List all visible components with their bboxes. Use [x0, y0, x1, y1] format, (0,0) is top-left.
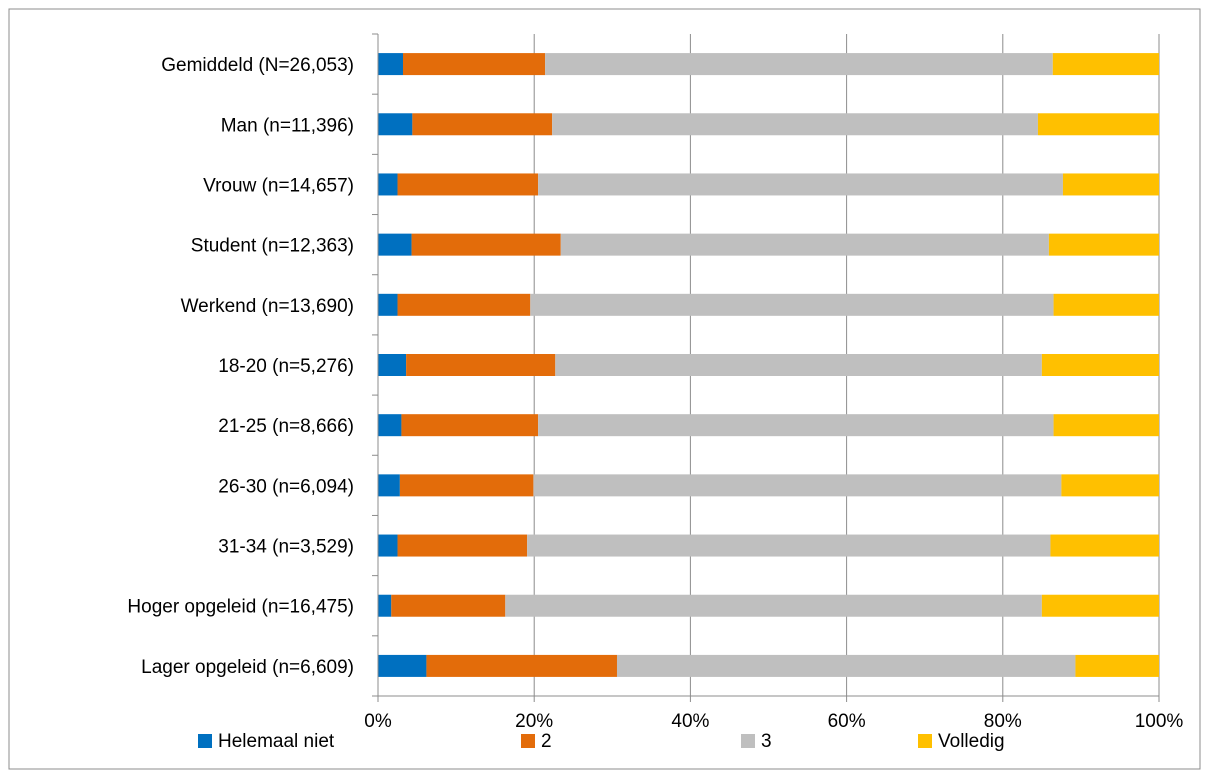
bar-segment — [378, 534, 398, 557]
category-label: Lager opgeleid (n=6,609) — [141, 657, 354, 678]
category-label: Werkend (n=13,690) — [181, 296, 354, 317]
bar-segment — [1052, 53, 1159, 76]
legend-label: Volledig — [938, 731, 1005, 752]
bar-segment — [412, 113, 553, 136]
category-label: 31-34 (n=3,529) — [218, 537, 354, 558]
bar-segment — [545, 53, 1053, 76]
bar-segment — [1062, 173, 1159, 196]
legend-swatch — [198, 734, 212, 748]
bar-segment — [401, 414, 539, 437]
x-tick-label: 100% — [1135, 711, 1184, 732]
bar-segment — [402, 53, 546, 76]
category-label: 18-20 (n=5,276) — [218, 356, 354, 377]
bar-segment — [397, 173, 539, 196]
x-tick-labels: 0% 20% 40% 60% 80% 100% — [364, 711, 1183, 732]
bar-segment — [378, 654, 427, 677]
bar-segment — [505, 594, 1042, 617]
category-label: Vrouw (n=14,657) — [203, 175, 354, 196]
bar-segment — [560, 233, 1049, 256]
legend-label: 2 — [541, 731, 552, 752]
bar-segment — [527, 534, 1051, 557]
bar-segment — [538, 173, 1063, 196]
bar-segment — [378, 233, 412, 256]
legend-label: Helemaal niet — [218, 731, 335, 752]
category-label: Man (n=11,396) — [221, 115, 354, 136]
category-label: 26-30 (n=6,094) — [218, 476, 354, 497]
bar-segment — [378, 173, 398, 196]
axes-group — [372, 33, 1159, 697]
bar-segment — [378, 594, 392, 617]
x-tick-label: 80% — [984, 711, 1022, 732]
x-tick-label: 20% — [515, 711, 553, 732]
bar-segment — [533, 474, 1062, 497]
bar-segment — [538, 414, 1054, 437]
legend-swatch — [521, 734, 535, 748]
bar-segment — [378, 293, 398, 316]
bar-segment — [1041, 594, 1159, 617]
legend-label: 3 — [761, 731, 772, 752]
legend-swatch — [741, 734, 755, 748]
legend: Helemaal niet 2 3 Volledig — [198, 731, 1005, 752]
bars-group — [378, 53, 1159, 677]
bar-segment — [426, 654, 617, 677]
bar-segment — [1050, 534, 1159, 557]
bar-segment — [378, 354, 407, 376]
bar-segment — [616, 654, 1076, 677]
x-tick-label: 0% — [364, 711, 392, 732]
bar-segment — [397, 534, 528, 557]
bar-segment — [411, 233, 561, 256]
category-labels: Gemiddeld (N=26,053) Man (n=11,396) Vrouw … — [127, 55, 354, 678]
category-label: Student (n=12,363) — [191, 236, 354, 257]
legend-swatch — [918, 734, 932, 748]
bar-segment — [1037, 113, 1159, 136]
x-tick-label: 40% — [671, 711, 709, 732]
category-label: Hoger opgeleid (n=16,475) — [127, 597, 354, 618]
bar-segment — [555, 354, 1042, 376]
bar-segment — [391, 594, 506, 617]
category-label: Gemiddeld (N=26,053) — [161, 55, 354, 76]
bar-segment — [378, 414, 402, 437]
bar-segment — [378, 474, 400, 497]
bar-segment — [1048, 233, 1159, 256]
bar-segment — [552, 113, 1038, 136]
bar-segment — [1053, 414, 1159, 437]
bar-segment — [406, 354, 556, 376]
bar-segment — [399, 474, 534, 497]
bar-segment — [1061, 474, 1159, 497]
bar-segment — [1075, 654, 1159, 677]
bar-segment — [378, 53, 403, 76]
bar-segment — [397, 293, 531, 316]
bar-segment — [1053, 293, 1159, 316]
chart-border — [8, 8, 1201, 770]
x-tick-label: 60% — [828, 711, 866, 732]
bar-segment — [378, 113, 413, 136]
bar-segment — [530, 293, 1054, 316]
category-label: 21-25 (n=8,666) — [218, 416, 354, 437]
bar-segment — [1041, 354, 1159, 376]
